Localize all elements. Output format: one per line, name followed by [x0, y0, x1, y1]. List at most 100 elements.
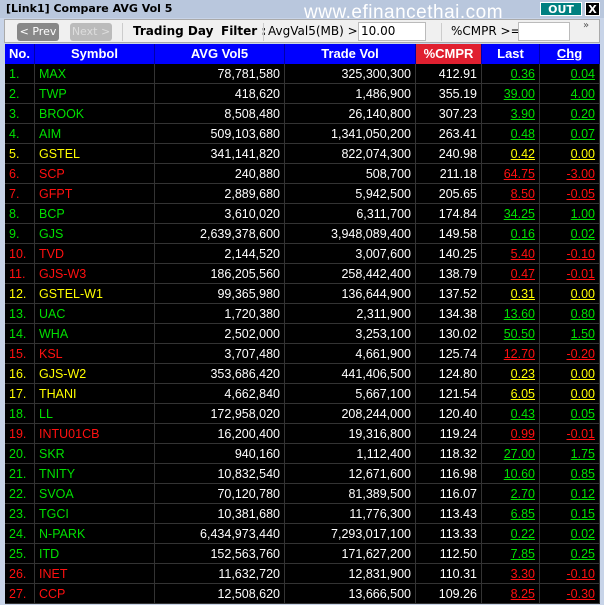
- change[interactable]: -0.10: [540, 564, 600, 584]
- symbol[interactable]: WHA: [35, 324, 155, 344]
- next-button[interactable]: Next >: [70, 23, 112, 41]
- change[interactable]: 0.05: [540, 404, 600, 424]
- symbol[interactable]: TWP: [35, 84, 155, 104]
- header-last[interactable]: Last: [482, 44, 540, 64]
- change[interactable]: 0.25: [540, 544, 600, 564]
- change[interactable]: -0.10: [540, 244, 600, 264]
- symbol[interactable]: GFPT: [35, 184, 155, 204]
- symbol[interactable]: GJS: [35, 224, 155, 244]
- table-row[interactable]: 7. GFPT 2,889,680 5,942,500 205.65 8.50 -0.05: [5, 184, 600, 204]
- last-price[interactable]: 0.16: [482, 224, 540, 244]
- last-price[interactable]: 13.60: [482, 304, 540, 324]
- table-row[interactable]: 18. LL 172,958,020 208,244,000 120.40 0.43 0.0…: [5, 404, 600, 424]
- change[interactable]: 0.00: [540, 284, 600, 304]
- table-row[interactable]: 26. INET 11,632,720 12,831,900 110.31 3.30 -0.…: [5, 564, 600, 584]
- change[interactable]: -0.01: [540, 264, 600, 284]
- table-row[interactable]: 27. CCP 12,508,620 13,666,500 109.26 8.25 -0.3…: [5, 584, 600, 604]
- change[interactable]: 0.15: [540, 504, 600, 524]
- change[interactable]: 0.04: [540, 64, 600, 84]
- header-chg[interactable]: Chg: [540, 44, 600, 64]
- symbol[interactable]: TVD: [35, 244, 155, 264]
- change[interactable]: 0.12: [540, 484, 600, 504]
- last-price[interactable]: 34.25: [482, 204, 540, 224]
- last-price[interactable]: 0.43: [482, 404, 540, 424]
- symbol[interactable]: BCP: [35, 204, 155, 224]
- symbol[interactable]: N-PARK: [35, 524, 155, 544]
- symbol[interactable]: AIM: [35, 124, 155, 144]
- change[interactable]: 0.00: [540, 144, 600, 164]
- table-row[interactable]: 11. GJS-W3 186,205,560 258,442,400 138.79 0.4…: [5, 264, 600, 284]
- change[interactable]: 0.02: [540, 224, 600, 244]
- last-price[interactable]: 2.70: [482, 484, 540, 504]
- change[interactable]: -0.30: [540, 584, 600, 604]
- change[interactable]: 4.00: [540, 84, 600, 104]
- symbol[interactable]: GJS-W2: [35, 364, 155, 384]
- change[interactable]: -0.01: [540, 424, 600, 444]
- last-price[interactable]: 6.05: [482, 384, 540, 404]
- table-row[interactable]: 20. SKR 940,160 1,112,400 118.32 27.00 1.75: [5, 444, 600, 464]
- table-row[interactable]: 13. UAC 1,720,380 2,311,900 134.38 13.60 0.80: [5, 304, 600, 324]
- overflow-chevron-icon[interactable]: »: [583, 20, 590, 31]
- table-row[interactable]: 15. KSL 3,707,480 4,661,900 125.74 12.70 -0.20: [5, 344, 600, 364]
- header-cmpr[interactable]: %CMPR: [416, 44, 482, 64]
- table-row[interactable]: 16. GJS-W2 353,686,420 441,406,500 124.80 0.2…: [5, 364, 600, 384]
- change[interactable]: 1.50: [540, 324, 600, 344]
- table-row[interactable]: 9. GJS 2,639,378,600 3,948,089,400 149.58 0.1…: [5, 224, 600, 244]
- change[interactable]: -0.20: [540, 344, 600, 364]
- symbol[interactable]: SVOA: [35, 484, 155, 504]
- table-row[interactable]: 14. WHA 2,502,000 3,253,100 130.02 50.50 1.50: [5, 324, 600, 344]
- last-price[interactable]: 10.60: [482, 464, 540, 484]
- last-price[interactable]: 0.23: [482, 364, 540, 384]
- symbol[interactable]: BROOK: [35, 104, 155, 124]
- symbol[interactable]: UAC: [35, 304, 155, 324]
- symbol[interactable]: MAX: [35, 64, 155, 84]
- table-row[interactable]: 25. ITD 152,563,760 171,627,200 112.50 7.85 0.…: [5, 544, 600, 564]
- last-price[interactable]: 39.00: [482, 84, 540, 104]
- table-row[interactable]: 4. AIM 509,103,680 1,341,050,200 263.41 0.48 0…: [5, 124, 600, 144]
- symbol[interactable]: SKR: [35, 444, 155, 464]
- symbol[interactable]: THANI: [35, 384, 155, 404]
- symbol[interactable]: KSL: [35, 344, 155, 364]
- header-avg-vol5[interactable]: AVG Vol5: [155, 44, 285, 64]
- last-price[interactable]: 7.85: [482, 544, 540, 564]
- symbol[interactable]: TNITY: [35, 464, 155, 484]
- last-price[interactable]: 0.47: [482, 264, 540, 284]
- prev-button[interactable]: < Prev: [17, 23, 59, 41]
- last-price[interactable]: 3.30: [482, 564, 540, 584]
- table-row[interactable]: 24. N-PARK 6,434,973,440 7,293,017,100 113.3…: [5, 524, 600, 544]
- last-price[interactable]: 6.85: [482, 504, 540, 524]
- last-price[interactable]: 0.36: [482, 64, 540, 84]
- symbol[interactable]: CCP: [35, 584, 155, 604]
- table-row[interactable]: 2. TWP 418,620 1,486,900 355.19 39.00 4.00: [5, 84, 600, 104]
- change[interactable]: -3.00: [540, 164, 600, 184]
- change[interactable]: 0.85: [540, 464, 600, 484]
- cmpr-input[interactable]: [518, 22, 570, 41]
- last-price[interactable]: 5.40: [482, 244, 540, 264]
- last-price[interactable]: 0.42: [482, 144, 540, 164]
- change[interactable]: 1.75: [540, 444, 600, 464]
- header-no[interactable]: No.: [5, 44, 35, 64]
- out-button[interactable]: OUT: [540, 2, 582, 16]
- symbol[interactable]: SCP: [35, 164, 155, 184]
- change[interactable]: -0.05: [540, 184, 600, 204]
- symbol[interactable]: LL: [35, 404, 155, 424]
- last-price[interactable]: 3.90: [482, 104, 540, 124]
- last-price[interactable]: 0.99: [482, 424, 540, 444]
- avgval-input[interactable]: 10.00: [358, 22, 426, 41]
- last-price[interactable]: 64.75: [482, 164, 540, 184]
- change[interactable]: 0.07: [540, 124, 600, 144]
- symbol[interactable]: INET: [35, 564, 155, 584]
- last-price[interactable]: 0.48: [482, 124, 540, 144]
- table-row[interactable]: 17. THANI 4,662,840 5,667,100 121.54 6.05 0.00: [5, 384, 600, 404]
- change[interactable]: 0.00: [540, 384, 600, 404]
- close-button[interactable]: X: [585, 2, 600, 16]
- symbol[interactable]: ITD: [35, 544, 155, 564]
- symbol[interactable]: GSTEL-W1: [35, 284, 155, 304]
- symbol[interactable]: GSTEL: [35, 144, 155, 164]
- change[interactable]: 0.00: [540, 364, 600, 384]
- change[interactable]: 0.20: [540, 104, 600, 124]
- table-row[interactable]: 19. INTU01CB 16,200,400 19,316,800 119.24 0.9…: [5, 424, 600, 444]
- change[interactable]: 1.00: [540, 204, 600, 224]
- change[interactable]: 0.80: [540, 304, 600, 324]
- symbol[interactable]: TGCI: [35, 504, 155, 524]
